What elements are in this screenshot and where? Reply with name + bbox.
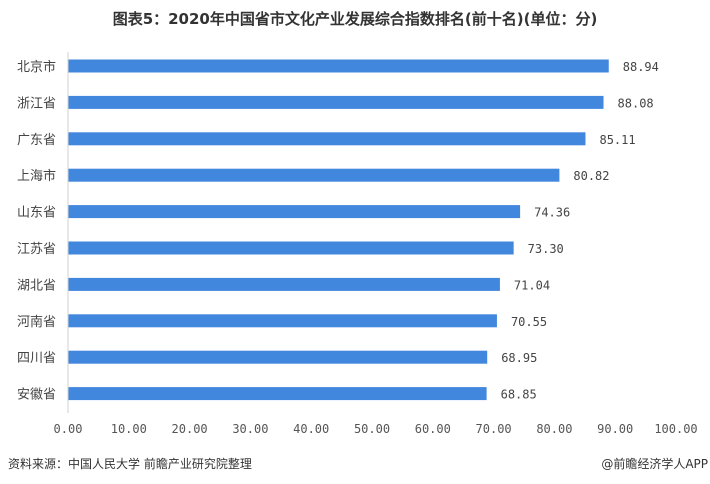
x-tick-label: 0.00 <box>54 422 83 436</box>
data-label: 71.04 <box>514 278 550 292</box>
data-label: 73.30 <box>528 242 564 256</box>
x-tick-label: 50.00 <box>354 422 390 436</box>
x-tick-label: 30.00 <box>232 422 268 436</box>
x-tick-label: 90.00 <box>597 422 633 436</box>
category-label: 江苏省 <box>17 241 56 257</box>
credit-note: @前瞻经济学人APP <box>601 457 708 471</box>
data-label: 88.94 <box>623 60 659 74</box>
bar <box>68 277 500 291</box>
x-tick-label: 10.00 <box>111 422 147 436</box>
category-label: 湖北省 <box>17 278 56 293</box>
x-tick-label: 80.00 <box>536 422 572 436</box>
bar <box>68 350 488 364</box>
data-label: 80.82 <box>573 169 609 183</box>
data-label: 85.11 <box>599 133 635 147</box>
category-label: 广东省 <box>17 133 56 148</box>
category-label: 安徽省 <box>17 388 56 403</box>
bar <box>68 387 487 401</box>
category-label: 四川省 <box>17 351 56 366</box>
x-tick-label: 20.00 <box>172 422 208 436</box>
x-tick-label: 70.00 <box>476 422 512 436</box>
category-label: 浙江省 <box>17 96 56 111</box>
data-label: 68.95 <box>501 351 537 365</box>
bar <box>68 314 497 328</box>
bar <box>68 95 604 109</box>
bar-chart: 北京市 88.94 浙江省 88.08 广东省 85.11 上海市 80.82 山东省 74.36… <box>17 52 698 436</box>
bar <box>68 59 609 73</box>
x-tick-label: 60.00 <box>415 422 451 436</box>
data-label: 74.36 <box>534 206 570 220</box>
bar <box>68 205 521 219</box>
data-label: 68.85 <box>501 388 537 402</box>
bar <box>68 132 586 146</box>
category-label: 上海市 <box>17 168 56 184</box>
category-label: 山东省 <box>17 206 56 221</box>
category-label: 河南省 <box>17 314 56 330</box>
data-label: 88.08 <box>618 96 654 110</box>
x-tick-label: 100.00 <box>654 422 697 436</box>
category-label: 北京市 <box>17 59 56 75</box>
source-note: 资料来源：中国人民大学 前瞻产业研究院整理 <box>8 457 252 471</box>
data-label: 70.55 <box>511 315 547 329</box>
x-tick-label: 40.00 <box>293 422 329 436</box>
bar <box>68 168 560 182</box>
chart-title: 图表5：2020年中国省市文化产业发展综合指数排名(前十名)(单位：分) <box>112 10 598 28</box>
bar <box>68 241 514 255</box>
